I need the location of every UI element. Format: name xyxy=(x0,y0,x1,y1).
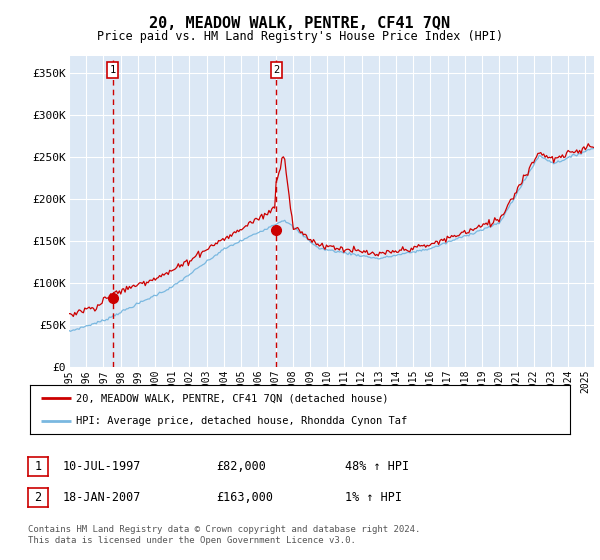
Text: 18-JAN-2007: 18-JAN-2007 xyxy=(63,491,142,504)
Text: 20, MEADOW WALK, PENTRE, CF41 7QN: 20, MEADOW WALK, PENTRE, CF41 7QN xyxy=(149,16,451,31)
Text: 2: 2 xyxy=(273,65,280,75)
Text: Price paid vs. HM Land Registry's House Price Index (HPI): Price paid vs. HM Land Registry's House … xyxy=(97,30,503,43)
Text: 1: 1 xyxy=(35,460,41,473)
Text: Contains HM Land Registry data © Crown copyright and database right 2024.
This d: Contains HM Land Registry data © Crown c… xyxy=(28,525,421,545)
Text: 48% ↑ HPI: 48% ↑ HPI xyxy=(345,460,409,473)
Text: 20, MEADOW WALK, PENTRE, CF41 7QN (detached house): 20, MEADOW WALK, PENTRE, CF41 7QN (detac… xyxy=(76,393,388,403)
Text: HPI: Average price, detached house, Rhondda Cynon Taf: HPI: Average price, detached house, Rhon… xyxy=(76,416,407,426)
Text: 2: 2 xyxy=(35,491,41,504)
Text: £163,000: £163,000 xyxy=(216,491,273,504)
Text: 1% ↑ HPI: 1% ↑ HPI xyxy=(345,491,402,504)
Text: £82,000: £82,000 xyxy=(216,460,266,473)
Text: 1: 1 xyxy=(109,65,116,75)
Text: 10-JUL-1997: 10-JUL-1997 xyxy=(63,460,142,473)
